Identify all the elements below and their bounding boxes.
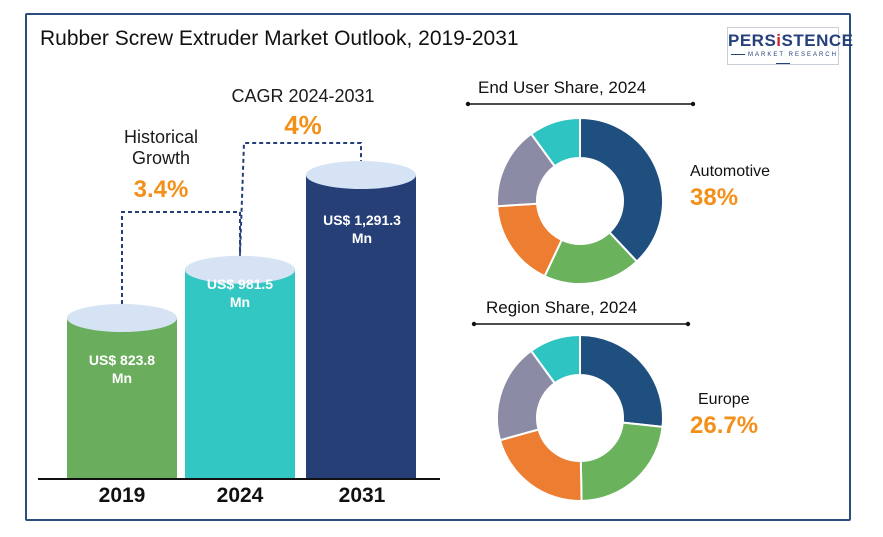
region-donut-title: Region Share, 2024 (486, 298, 638, 317)
cagr-label: CAGR 2024-2031 (231, 86, 375, 106)
chart-title: Rubber Screw Extruder Market Outlook, 20… (40, 27, 519, 50)
region-title-rule-dot-right (685, 321, 691, 327)
end-user-title-rule-dot-left (465, 101, 471, 107)
historical-growth-value: 3.4% (133, 176, 189, 203)
region-highlight-name: Europe (698, 391, 750, 408)
end-user-donut-title: End User Share, 2024 (478, 78, 647, 97)
historical-growth-label: Historical Growth (123, 127, 198, 168)
bar-cap-2031 (306, 161, 416, 189)
bar-2031 (306, 175, 416, 478)
end-user-highlight-name: Automotive (690, 163, 771, 180)
donut2-slice-2 (498, 428, 583, 502)
end-user-highlight-value: 38% (690, 184, 739, 211)
bar-value-label-2031: US$ 1,291.3 Mn (323, 212, 401, 246)
historical-growth-connector (121, 211, 241, 304)
region-highlight-value: 26.7% (690, 412, 759, 439)
bar-2024 (185, 269, 295, 478)
region-title-rule-dot-left (471, 321, 477, 327)
cagr-connector (239, 142, 362, 254)
bar-value-label-2024: US$ 981.5 Mn (206, 276, 274, 310)
persistence-logo: PERSiSTENCE MARKET RESEARCH (727, 27, 853, 65)
donut2-slice-4 (529, 333, 581, 385)
end-user-title-rule-dot-right (690, 101, 696, 107)
x-tick-2024: 2024 (216, 484, 264, 507)
bar-2019 (67, 318, 177, 478)
cagr-value: 4% (284, 110, 322, 140)
x-tick-2031: 2031 (338, 484, 386, 507)
donut2-slice-0 (579, 333, 664, 428)
bar-cap-2019 (67, 304, 177, 332)
donut1-slice-0 (579, 116, 664, 263)
donut1-slice-4 (529, 116, 581, 168)
bar-cap-2024 (185, 255, 295, 284)
x-tick-2019: 2019 (98, 484, 146, 507)
bar-value-label-2019: US$ 823.8 Mn (88, 352, 156, 386)
donut2-slice-1 (579, 421, 664, 503)
